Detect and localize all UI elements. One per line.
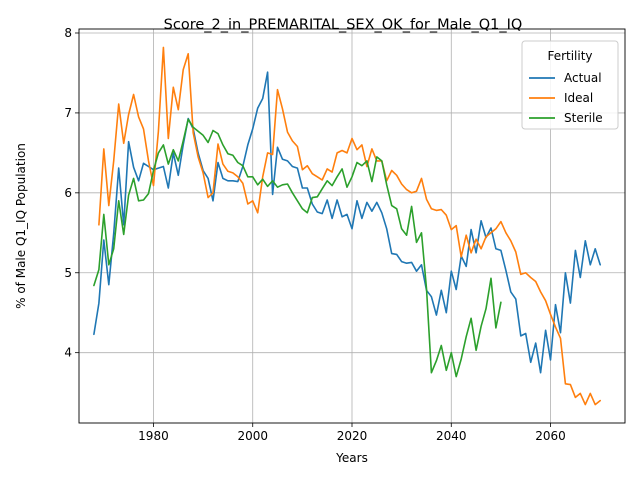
series-line-sterile: [93, 118, 502, 378]
legend-title: Fertility: [547, 49, 592, 63]
legend: Fertility Actual Ideal Sterile: [521, 40, 619, 130]
x-axis-label: Years: [335, 451, 368, 465]
y-tick-label: 4: [64, 346, 72, 360]
legend-label-ideal: Ideal: [564, 91, 593, 105]
legend-label-actual: Actual: [564, 71, 602, 85]
x-tick-label: 2000: [237, 429, 268, 443]
legend-label-sterile: Sterile: [564, 111, 603, 125]
x-tick-label: 2060: [535, 429, 566, 443]
y-tick-label: 7: [64, 106, 72, 120]
y-axis-label: % of Male Q1_IQ Population: [14, 143, 28, 309]
y-tick-label: 6: [64, 186, 72, 200]
x-tick-label: 2040: [436, 429, 467, 443]
series-line-actual: [93, 71, 602, 374]
x-tick-label: 1980: [138, 429, 169, 443]
series-lines: [93, 46, 602, 406]
x-tick-label: 2020: [337, 429, 368, 443]
y-tick-label: 8: [64, 26, 72, 40]
legend-box: [521, 40, 619, 130]
series-line-ideal: [98, 46, 602, 406]
chart-title: Score_2_in_PREMARITAL_SEX_OK_for_Male_Q1…: [164, 17, 523, 33]
y-tick-label: 5: [64, 266, 72, 280]
axis-ticks: 1980 2000 2020 2040 2060 4 5 6 7 8: [64, 26, 565, 443]
legend-entries: Actual Ideal Sterile: [529, 71, 603, 125]
